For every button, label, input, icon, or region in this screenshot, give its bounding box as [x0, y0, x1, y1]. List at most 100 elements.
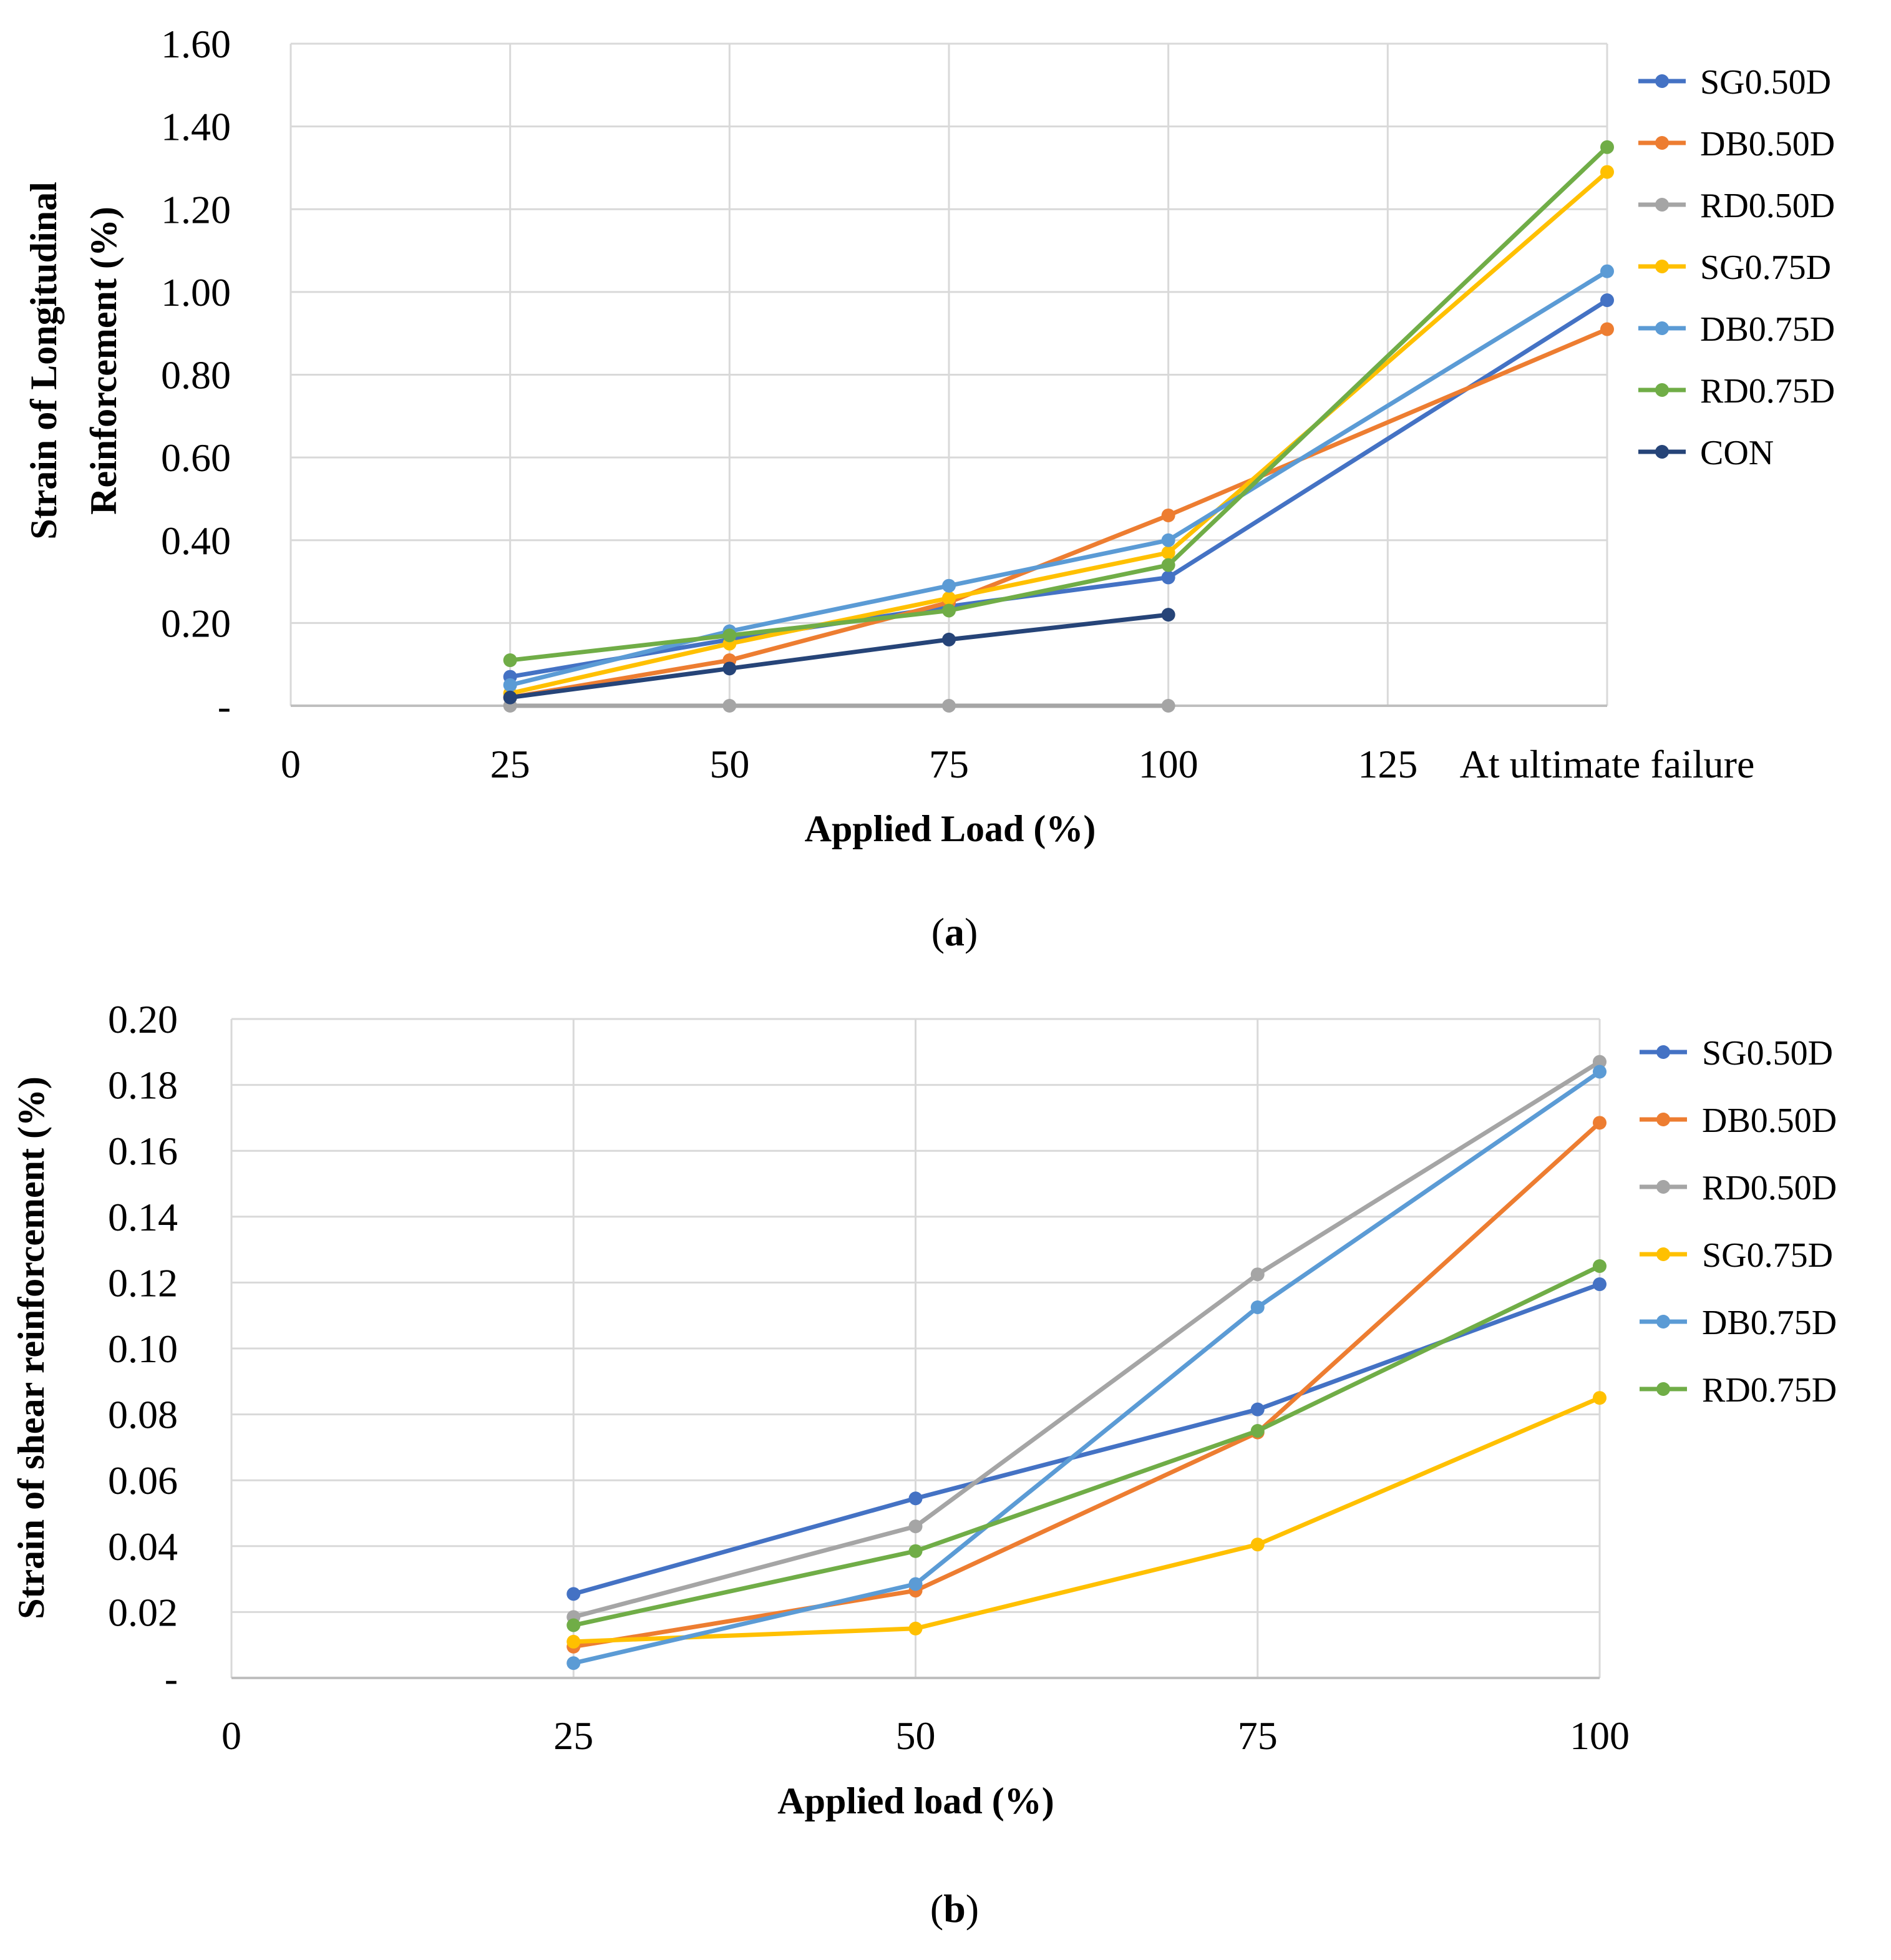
y-tick-label: 0.20	[161, 601, 231, 645]
data-point	[1161, 608, 1175, 622]
caption-open: (	[931, 910, 945, 954]
legend-label: SG0.75D	[1700, 248, 1831, 287]
series-line	[573, 1070, 1601, 1665]
data-point	[722, 661, 737, 676]
data-point	[1593, 1055, 1607, 1069]
y-tick-label: 1.00	[161, 270, 231, 314]
data-point	[1600, 264, 1614, 278]
y-axis-title-line: Reinforcement (%)	[83, 207, 124, 515]
caption-close: )	[965, 910, 978, 954]
data-point	[566, 1618, 581, 1632]
x-tick-label: 75	[929, 742, 969, 786]
x-tick-label: 0	[221, 1714, 241, 1758]
legend-item: DB0.75D	[1638, 310, 1835, 349]
data-point	[1600, 140, 1614, 154]
series-DB0.75D	[566, 1065, 1607, 1670]
figure-caption: (a)	[931, 910, 978, 954]
y-axis-title-line: Strain of Longitudinal	[23, 182, 64, 540]
legend-label: SG0.50D	[1700, 63, 1831, 102]
series-SG0.75D	[566, 1391, 1607, 1649]
legend-item: DB0.75D	[1640, 1304, 1837, 1342]
series-RD0.75D	[503, 140, 1614, 668]
legend-marker	[1655, 260, 1669, 273]
series-line	[573, 1395, 1601, 1644]
legend-item: SG0.50D	[1638, 63, 1831, 102]
y-tick-label: 0.60	[161, 436, 231, 480]
y-tick-label: -	[165, 1656, 178, 1700]
legend-marker	[1655, 321, 1669, 335]
y-tick-label: 0.14	[108, 1195, 178, 1239]
x-tick-label: 50	[709, 742, 749, 786]
series-CON	[503, 608, 1175, 705]
series-RD0.50D	[566, 1055, 1607, 1624]
series-DB0.50D	[566, 1116, 1607, 1654]
series-line	[573, 1121, 1602, 1649]
series-line	[509, 170, 1609, 696]
data-point	[908, 1519, 923, 1534]
data-point	[1600, 322, 1614, 336]
chart-b: - 0.02 0.04 0.06 0.08 0.10 0.12 0.14 0.16 0.18 0.2…	[11, 997, 1837, 1931]
y-tick-label: 0.80	[161, 353, 231, 397]
legend-marker	[1656, 1247, 1670, 1261]
x-tick-label: 100	[1139, 742, 1198, 786]
legend-marker	[1655, 445, 1669, 459]
series-line	[510, 612, 1169, 700]
data-point	[1600, 293, 1614, 308]
legend-label: SG0.50D	[1702, 1034, 1833, 1073]
data-point	[722, 699, 737, 713]
x-tick-label: 75	[1238, 1714, 1278, 1758]
data-point	[1161, 508, 1175, 522]
y-tick-label: 0.20	[108, 997, 178, 1041]
legend-marker	[1656, 1045, 1670, 1059]
x-tick-label: At ultimate failure	[1460, 742, 1755, 786]
legend-label: RD0.50D	[1702, 1169, 1837, 1207]
caption-letter: b	[943, 1886, 966, 1931]
legend-label: CON	[1700, 434, 1774, 472]
legend-marker	[1656, 1113, 1670, 1126]
x-tick-label: 100	[1570, 1714, 1630, 1758]
legend-item: DB0.50D	[1638, 125, 1835, 163]
y-axis-title: Strain of Longitudinal Reinforcement (%)	[23, 182, 124, 540]
legend-item: RD0.75D	[1640, 1371, 1837, 1410]
legend-marker	[1655, 136, 1669, 150]
data-point	[503, 653, 517, 668]
legend-item: SG0.75D	[1640, 1236, 1833, 1275]
y-tick-label: 0.12	[108, 1260, 178, 1305]
data-point	[503, 690, 517, 705]
legend-item: SG0.50D	[1640, 1034, 1833, 1073]
caption-letter: a	[945, 910, 965, 954]
data-point	[1593, 1259, 1607, 1273]
series-SG0.75D	[503, 165, 1614, 701]
data-point	[942, 699, 956, 713]
x-tick-label: 25	[553, 1714, 593, 1758]
y-tick-label: 0.04	[108, 1524, 178, 1569]
series-line	[573, 1060, 1601, 1619]
y-tick-label: 0.06	[108, 1458, 178, 1503]
legend-label: RD0.50D	[1700, 187, 1835, 225]
series-RD0.50D	[503, 699, 1175, 713]
series-SG0.50D	[566, 1277, 1607, 1601]
legend-label: RD0.75D	[1702, 1371, 1837, 1410]
caption-close: )	[966, 1886, 979, 1931]
series-line	[510, 298, 1608, 680]
x-tick-label: 0	[281, 742, 301, 786]
y-tick-label: 0.10	[108, 1327, 178, 1371]
legend-label: DB0.50D	[1702, 1101, 1837, 1140]
legend-item: RD0.50D	[1640, 1169, 1837, 1207]
data-point	[566, 1587, 581, 1601]
legend-marker	[1655, 74, 1669, 88]
x-tick-label: 125	[1358, 742, 1417, 786]
legend-item: CON	[1638, 434, 1774, 472]
y-tick-label: 0.16	[108, 1129, 178, 1173]
x-axis-title: Applied Load (%)	[805, 808, 1096, 849]
figure-caption: (b)	[930, 1886, 979, 1931]
y-tick-label: -	[218, 684, 231, 728]
data-point	[722, 628, 737, 643]
data-point	[908, 1491, 923, 1506]
x-tick-label: 25	[490, 742, 530, 786]
legend: SG0.50D DB0.50D RD0.50D SG0.75D DB0.75D RD0.7…	[1638, 63, 1835, 472]
legend-item: RD0.75D	[1638, 372, 1835, 411]
data-point	[1161, 558, 1175, 572]
data-point	[503, 678, 517, 692]
legend: SG0.50D DB0.50D RD0.50D SG0.75D DB0.75D RD0.7…	[1640, 1034, 1837, 1410]
